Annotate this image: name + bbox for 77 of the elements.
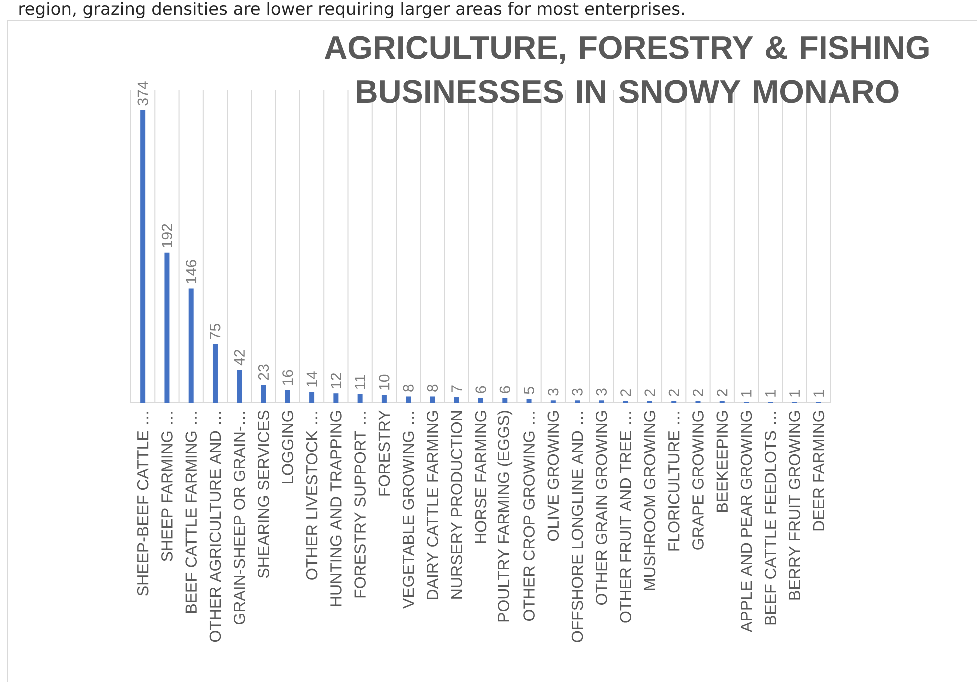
- data-label: 5: [524, 387, 535, 394]
- data-label: 2: [644, 390, 656, 396]
- data-label: 11: [355, 375, 366, 390]
- x-tick-label: BEEF CATTLE FARMING …: [186, 412, 198, 614]
- x-tick-label: OTHER AGRICULTURE AND …: [210, 412, 222, 642]
- bar: [285, 390, 290, 403]
- x-tick-label: DAIRY CATTLE FARMING: [427, 411, 438, 600]
- data-label: 146: [186, 260, 197, 284]
- bar: [502, 398, 508, 403]
- chart-title: AGRICULTURE, FORESTRY & FISHING BUSINESSES IN SNOWY MONARO: [324, 36, 929, 104]
- bar: [140, 110, 146, 403]
- data-label: 3: [596, 388, 607, 396]
- x-tick-label: VEGETABLE GROWING …: [402, 412, 414, 609]
- data-label: 192: [162, 224, 173, 248]
- bar: [430, 396, 436, 403]
- bar: [310, 392, 315, 403]
- bar: [188, 288, 194, 403]
- x-tick-label: POULTRY FARMING (EGGS): [498, 411, 513, 622]
- data-label: 75: [210, 324, 221, 340]
- x-tick-label: HORSE FARMING: [475, 411, 487, 544]
- bar: [406, 396, 412, 403]
- x-tick-label: APPLE AND PEAR GROWING: [740, 411, 752, 632]
- data-label: 1: [814, 390, 824, 397]
- bar: [382, 395, 387, 403]
- data-label: 2: [668, 390, 680, 396]
- data-label: 2: [693, 390, 704, 396]
- data-label: 6: [500, 386, 510, 394]
- data-label: 16: [282, 370, 294, 386]
- data-label: 1: [741, 390, 752, 397]
- x-tick-label: OTHER LIVESTOCK …: [306, 412, 318, 580]
- data-label: 8: [403, 384, 414, 392]
- bar: [358, 394, 363, 403]
- data-label: 42: [234, 350, 245, 366]
- data-label: 2: [620, 390, 632, 396]
- x-tick-label: HUNTING AND TRAPPING: [330, 411, 342, 606]
- bar: [478, 398, 484, 403]
- text: region, grazing densities are lower requiring larger areas for most enterprises.: [20, 2, 684, 19]
- bar: [237, 370, 242, 403]
- data-label: 374: [138, 82, 148, 106]
- data-label: 3: [548, 388, 559, 396]
- data-label: 23: [258, 364, 270, 380]
- x-tick-label: BEEF CATTLE FEEDLOTS …: [765, 412, 776, 625]
- data-label: 8: [427, 384, 438, 392]
- x-tick-label: FLORICULTURE …: [668, 412, 680, 551]
- x-tick-label: GRAIN-SHEEP OR GRAIN-…: [234, 412, 246, 625]
- x-tick-label: BERRY FRUIT GROWING: [789, 411, 800, 600]
- x-tick-label: SHEEP-BEEF CATTLE …: [137, 412, 149, 596]
- data-label: 1: [766, 390, 776, 397]
- data-label: 1: [790, 390, 800, 397]
- x-tick-label: MUSHROOM GROWING: [644, 411, 656, 590]
- data-label: 12: [330, 373, 342, 388]
- x-tick-label: FORESTRY: [378, 410, 390, 496]
- data-label: 2: [717, 390, 728, 396]
- x-tick-label: SHEEP FARMING …: [162, 412, 173, 562]
- data-label: 3: [572, 388, 583, 396]
- data-label: 10: [379, 374, 390, 390]
- x-tick-label: GRAPE GROWING: [692, 411, 704, 550]
- data-label: 14: [306, 372, 318, 387]
- x-tick-label: DEER FARMING: [813, 411, 825, 531]
- x-tick-label: SHEARING SERVICES: [258, 410, 270, 578]
- x-tick-label: LOGGING: [282, 411, 294, 484]
- bar: [526, 399, 532, 403]
- bar: [212, 344, 218, 403]
- x-tick-label: NURSERY PRODUCTION: [451, 412, 463, 599]
- bar: [334, 394, 339, 403]
- x-tick-label: BEEKEEPING: [716, 411, 728, 512]
- bar: [164, 252, 170, 403]
- data-label: 7: [452, 386, 462, 393]
- x-tick-label: OTHER CROP GROWING …: [524, 412, 535, 621]
- bar: [454, 398, 460, 403]
- x-tick-label: OLIVE GROWING: [548, 411, 560, 542]
- data-label: 6: [476, 386, 486, 394]
- bar: [261, 385, 266, 403]
- x-tick-label: OTHER GRAIN GROWING: [596, 411, 608, 605]
- x-tick-label: FORESTRY SUPPORT …: [354, 412, 366, 598]
- x-tick-label: OFFSHORE LONGLINE AND …: [572, 412, 584, 642]
- x-tick-label: OTHER FRUIT AND TREE …: [620, 412, 632, 623]
